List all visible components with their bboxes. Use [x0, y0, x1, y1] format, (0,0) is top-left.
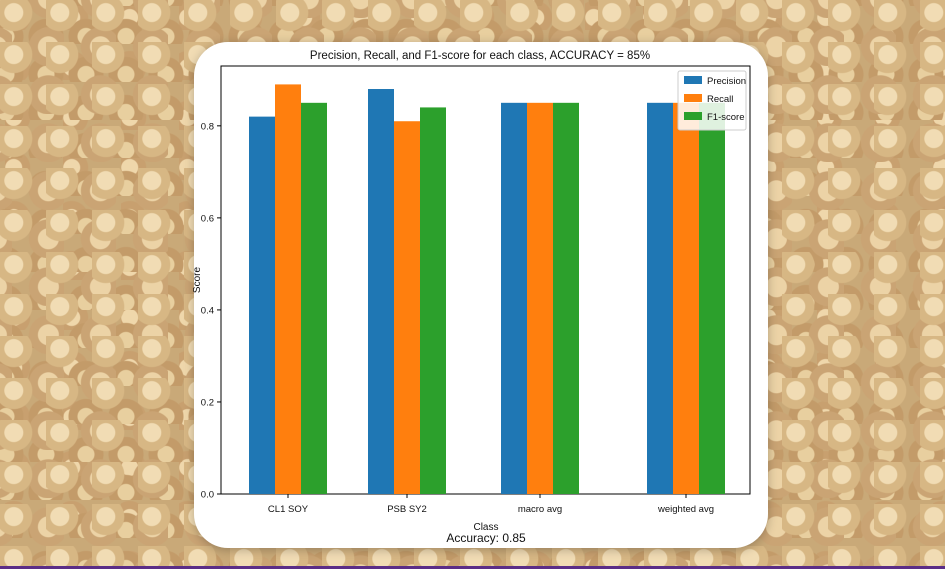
bar-recall-1 — [394, 121, 420, 495]
legend-label: F1-score — [707, 112, 744, 123]
bar-recall-0 — [275, 84, 301, 494]
bar-precision-1 — [368, 89, 394, 495]
x-tick-label: weighted avg — [657, 504, 714, 515]
y-tick-label: 0.2 — [201, 397, 214, 408]
accuracy-footer: Accuracy: 0.85 — [446, 531, 526, 545]
chart-title: Precision, Recall, and F1-score for each… — [310, 50, 650, 62]
y-tick-label: 0.4 — [201, 305, 214, 316]
bottom-strip — [0, 566, 945, 569]
legend-swatch-precision — [684, 76, 702, 84]
legend: Precision Recall F1-score — [677, 70, 747, 131]
bar-f1-score-3 — [699, 102, 725, 495]
bar-f1-score-0 — [301, 102, 327, 495]
legend-label: Precision — [707, 76, 746, 87]
x-tick-label: macro avg — [518, 504, 562, 515]
y-axis-label: Score — [192, 267, 203, 294]
y-tick-label: 0.8 — [201, 121, 214, 132]
y-tick-label: 0.6 — [201, 213, 214, 224]
x-tick-label: CL1 SOY — [268, 504, 309, 515]
bar-f1-score-2 — [553, 102, 579, 495]
x-tick-label: PSB SY2 — [387, 504, 427, 515]
bar-f1-score-1 — [420, 107, 446, 494]
legend-swatch-recall — [684, 94, 702, 102]
x-axis-label: Class — [473, 522, 498, 533]
bar-precision-2 — [501, 102, 527, 495]
legend-swatch-f1-score — [684, 112, 702, 120]
legend-label: Recall — [707, 94, 733, 105]
bar-recall-2 — [527, 102, 553, 495]
bar-precision-0 — [249, 116, 275, 494]
bar-precision-3 — [647, 102, 673, 495]
bar-recall-3 — [673, 102, 699, 495]
y-tick-label: 0.0 — [201, 490, 214, 501]
plot-frame — [220, 65, 751, 495]
